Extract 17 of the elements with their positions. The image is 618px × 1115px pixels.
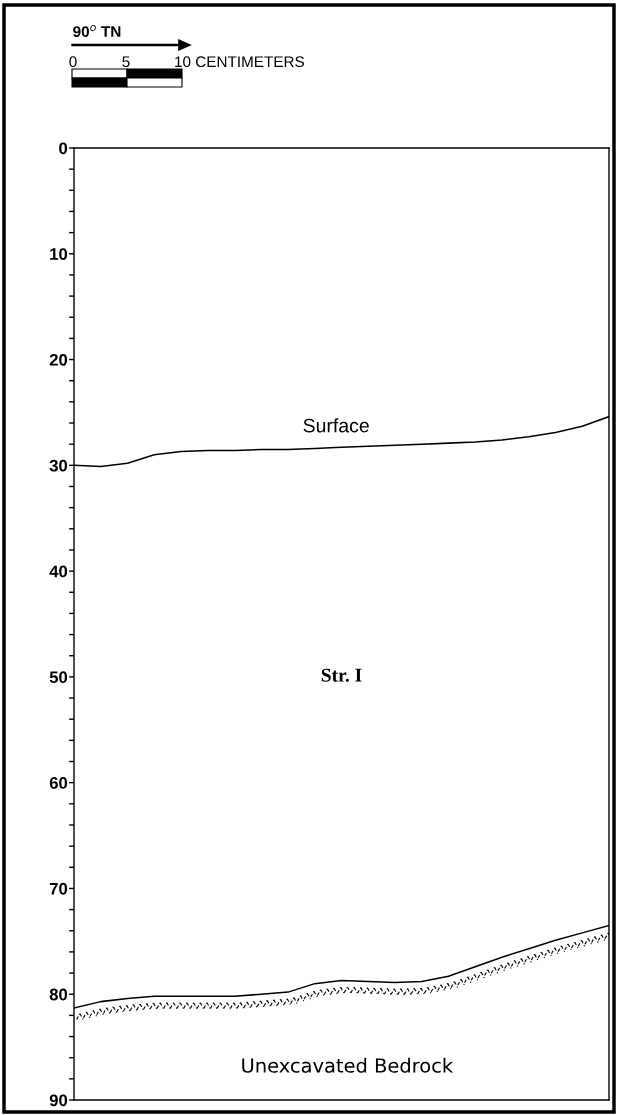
y-tick-label: 20 xyxy=(49,353,68,366)
y-tick-label: 90 xyxy=(49,1094,68,1107)
annotation: Unexcavated Bedrock xyxy=(242,1057,454,1073)
text: 10 CENTIMETERS xyxy=(175,56,305,68)
text: 0 xyxy=(69,56,77,68)
y-tick-label: 0 xyxy=(59,142,68,155)
y-tick-label: 10 xyxy=(50,248,68,260)
y-tick-label: 30 xyxy=(49,459,68,472)
y-tick-label: 60 xyxy=(49,777,68,789)
annotation: Str. I xyxy=(321,668,362,682)
y-tick-label: 70 xyxy=(49,882,68,895)
text: 90$^{o}$ TN xyxy=(73,25,121,38)
text: 5 xyxy=(122,56,130,68)
y-tick-label: 50 xyxy=(49,671,68,684)
y-tick-label: 80 xyxy=(49,988,68,1001)
annotation: Surface xyxy=(303,418,369,433)
y-tick-label: 40 xyxy=(49,565,68,578)
